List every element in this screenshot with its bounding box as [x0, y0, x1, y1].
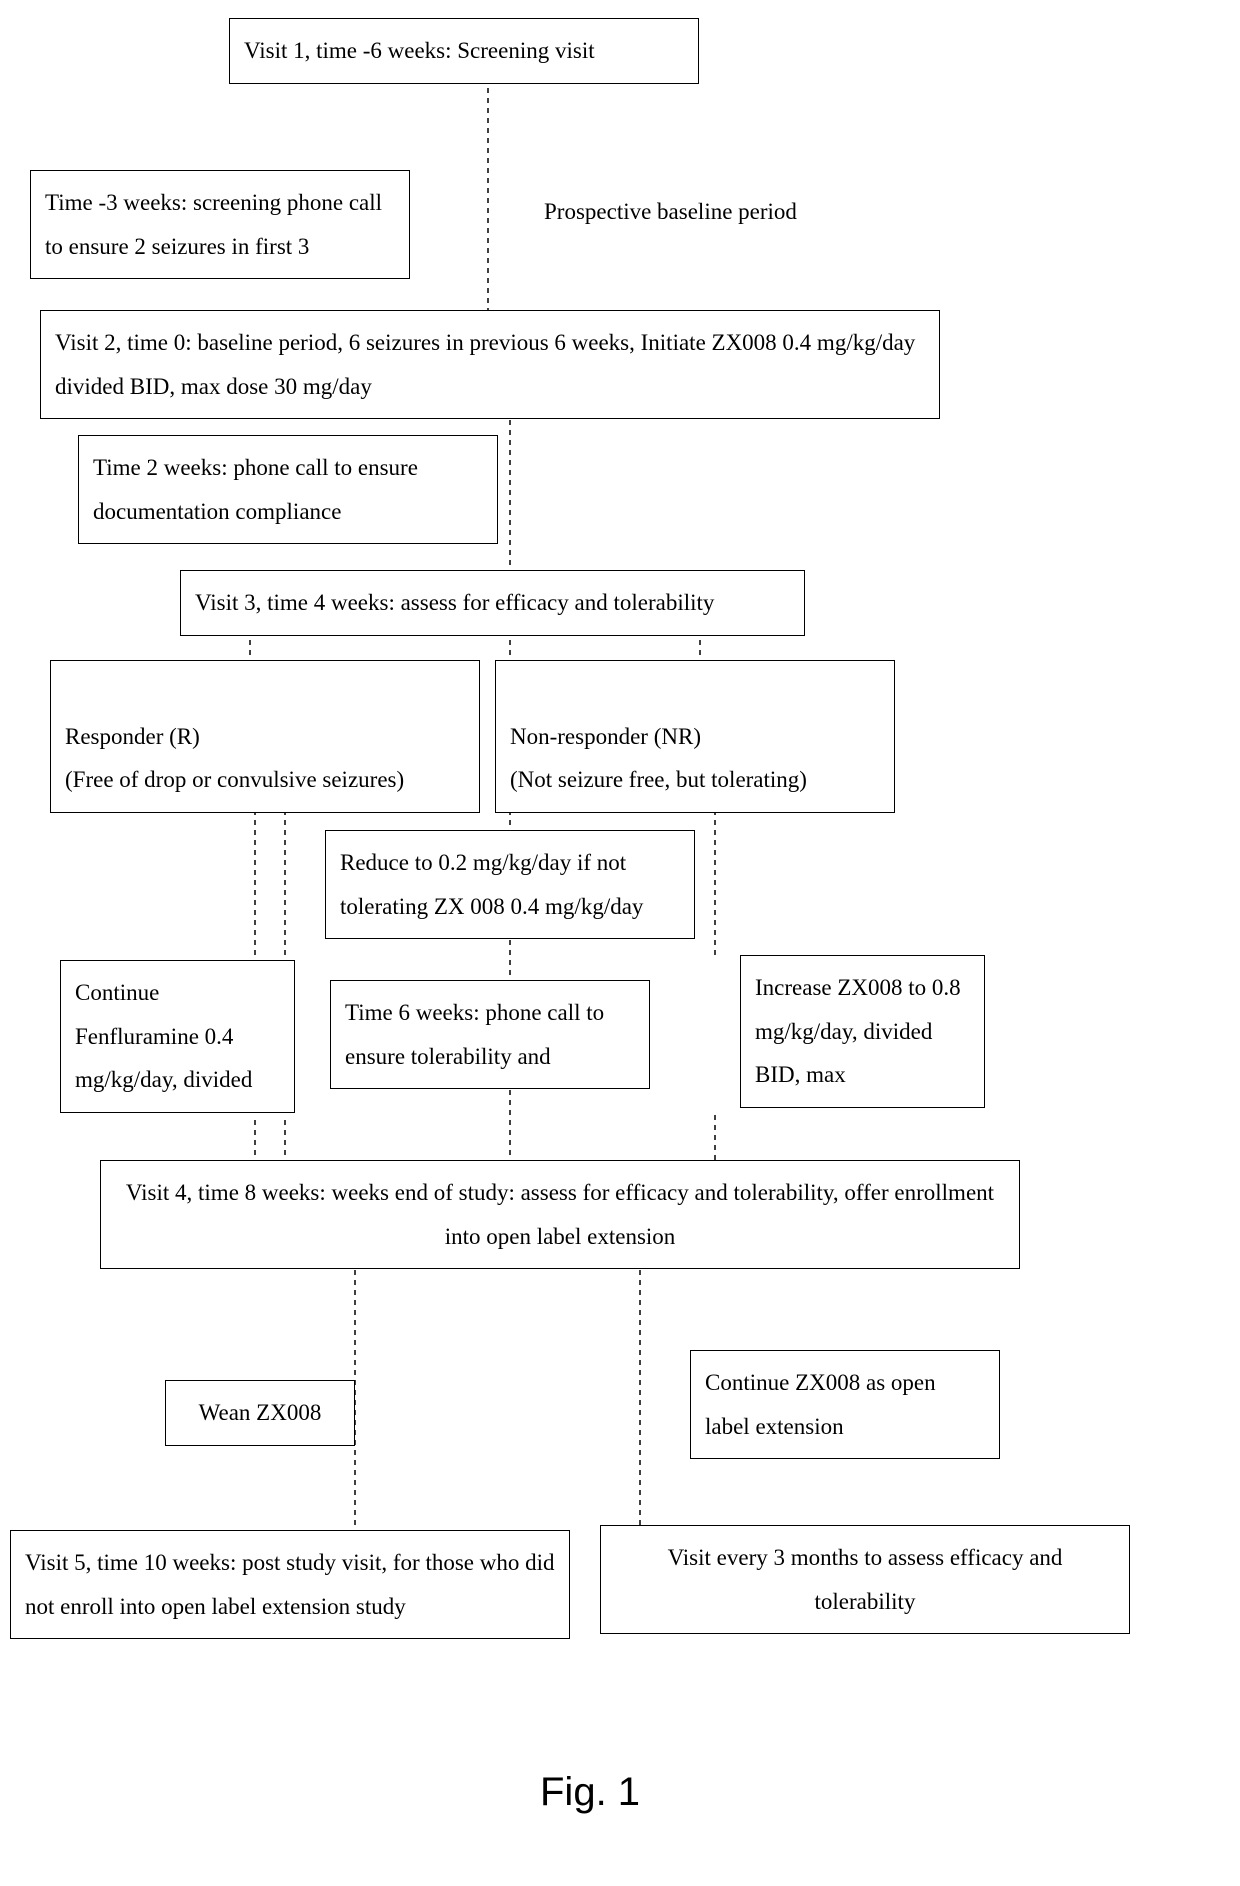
node-time2: Time 2 weeks: phone call to ensure docum…: [78, 435, 498, 544]
node-visit2: Visit 2, time 0: baseline period, 6 seiz…: [40, 310, 940, 419]
node-baseline: Prospective baseline period: [530, 180, 880, 244]
node-baseline-text: Prospective baseline period: [544, 199, 797, 224]
node-every3: Visit every 3 months to assess efficacy …: [600, 1525, 1130, 1634]
node-time-3: Time -3 weeks: screening phone call to e…: [30, 170, 410, 279]
node-visit5-text: Visit 5, time 10 weeks: post study visit…: [25, 1550, 555, 1619]
node-visit1: Visit 1, time -6 weeks: Screening visit: [229, 18, 699, 84]
node-increase: Increase ZX008 to 0.8 mg/kg/day, divided…: [740, 955, 985, 1108]
node-time6-text: Time 6 weeks: phone call to ensure toler…: [345, 1000, 604, 1069]
node-responder-text: Responder (R) (Free of drop or convulsiv…: [65, 724, 404, 793]
node-nonresp: Non-responder (NR) (Not seizure free, bu…: [495, 660, 895, 813]
node-visit4: Visit 4, time 8 weeks: weeks end of stud…: [100, 1160, 1020, 1269]
node-time6: Time 6 weeks: phone call to ensure toler…: [330, 980, 650, 1089]
node-visit2-text: Visit 2, time 0: baseline period, 6 seiz…: [55, 330, 915, 399]
flowchart-canvas: Visit 1, time -6 weeks: Screening visit …: [0, 0, 1240, 1886]
node-contOLE: Continue ZX008 as open label extension: [690, 1350, 1000, 1459]
figure-caption-text: Fig. 1: [540, 1770, 640, 1814]
node-visit1-text: Visit 1, time -6 weeks: Screening visit: [244, 38, 595, 63]
node-visit3: Visit 3, time 4 weeks: assess for effica…: [180, 570, 805, 636]
node-every3-text: Visit every 3 months to assess efficacy …: [668, 1545, 1063, 1614]
node-contOLE-text: Continue ZX008 as open label extension: [705, 1370, 936, 1439]
figure-caption: Fig. 1: [540, 1770, 640, 1815]
node-visit5: Visit 5, time 10 weeks: post study visit…: [10, 1530, 570, 1639]
node-reduce-text: Reduce to 0.2 mg/kg/day if not toleratin…: [340, 850, 643, 919]
node-visit3-text: Visit 3, time 4 weeks: assess for effica…: [195, 590, 714, 615]
node-time-3-text: Time -3 weeks: screening phone call to e…: [45, 190, 382, 259]
node-nonresp-text: Non-responder (NR) (Not seizure free, bu…: [510, 724, 807, 793]
node-responder: Responder (R) (Free of drop or convulsiv…: [50, 660, 480, 813]
node-continue: Continue Fenfluramine 0.4 mg/kg/day, div…: [60, 960, 295, 1113]
node-wean: Wean ZX008: [165, 1380, 355, 1446]
node-increase-text: Increase ZX008 to 0.8 mg/kg/day, divided…: [755, 975, 961, 1087]
node-time2-text: Time 2 weeks: phone call to ensure docum…: [93, 455, 418, 524]
node-continue-text: Continue Fenfluramine 0.4 mg/kg/day, div…: [75, 980, 252, 1092]
node-reduce: Reduce to 0.2 mg/kg/day if not toleratin…: [325, 830, 695, 939]
node-wean-text: Wean ZX008: [199, 1400, 322, 1425]
node-visit4-text: Visit 4, time 8 weeks: weeks end of stud…: [126, 1180, 994, 1249]
